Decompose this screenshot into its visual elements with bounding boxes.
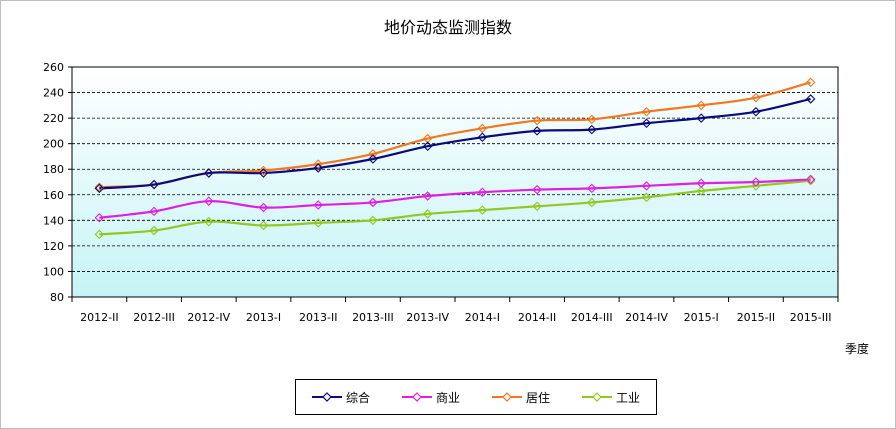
y-tick-label: 200 (43, 138, 64, 151)
data-point-工业 (368, 215, 378, 226)
data-point-商业 (477, 187, 488, 198)
legend-label: 商业 (435, 390, 460, 405)
data-point-工业 (696, 186, 706, 196)
data-point-综合 (805, 94, 816, 104)
legend-swatch-icon (401, 392, 432, 402)
data-point-工业 (805, 175, 816, 186)
legend-swatch-icon (311, 392, 342, 402)
data-point-居住 (587, 114, 597, 125)
data-point-工业 (149, 225, 159, 236)
x-tick-label: 2013-II (299, 311, 337, 324)
series-line-综合 (99, 97, 811, 190)
data-point-商业 (587, 183, 597, 194)
data-point-工业 (313, 218, 323, 228)
data-point-工业 (532, 201, 542, 212)
data-point-居住 (805, 77, 816, 88)
data-point-综合 (477, 132, 488, 143)
x-tick-label: 2013-I (246, 311, 281, 324)
x-tick-label: 2014-I (465, 311, 500, 324)
legend-item: 居住 (491, 389, 550, 406)
y-tick-label: 80 (50, 291, 64, 304)
data-point-综合 (696, 113, 706, 123)
data-point-商业 (313, 200, 323, 210)
legend-label: 居住 (525, 390, 550, 405)
data-point-综合 (532, 126, 542, 136)
y-tick-label: 260 (43, 61, 64, 74)
data-point-综合 (422, 141, 433, 152)
x-tick-label: 2014-IV (625, 311, 668, 324)
data-point-工业 (751, 181, 761, 191)
data-point-居住 (94, 182, 105, 192)
data-point-居住 (696, 100, 706, 111)
data-point-综合 (94, 183, 105, 194)
data-point-综合 (368, 154, 378, 164)
x-tick-label: 2013-IV (406, 311, 449, 324)
x-tick-label: 2015-II (737, 311, 775, 324)
data-point-居住 (258, 165, 269, 176)
y-tick-label: 100 (43, 265, 64, 278)
data-point-居住 (751, 92, 761, 103)
data-point-综合 (641, 118, 652, 129)
data-point-综合 (258, 168, 269, 178)
x-tick-label: 2012-II (80, 311, 118, 324)
data-point-居住 (313, 159, 323, 169)
data-point-工业 (94, 229, 105, 240)
data-point-居住 (641, 106, 652, 117)
x-tick-label: 2013-III (352, 311, 394, 324)
data-point-工业 (422, 209, 433, 219)
data-point-居住 (368, 149, 378, 159)
y-tick-label: 240 (43, 87, 64, 100)
data-point-综合 (149, 179, 159, 190)
data-point-工业 (477, 205, 488, 215)
data-point-工业 (204, 216, 214, 227)
x-tick-label: 2014-III (571, 311, 613, 324)
legend-item: 工业 (581, 389, 640, 406)
x-axis-title: 季度 (844, 342, 869, 356)
legend-label: 综合 (345, 390, 370, 405)
chart-title: 地价动态监测指数 (383, 18, 512, 37)
data-point-商业 (641, 181, 652, 191)
data-point-商业 (751, 177, 761, 187)
x-tick-label: 2012-IV (187, 311, 230, 324)
x-tick-label: 2015-III (790, 311, 832, 324)
legend-label: 工业 (615, 390, 640, 405)
data-point-商业 (696, 178, 706, 189)
data-point-商业 (422, 191, 433, 201)
legend: 综合 商业 居住 工业 (295, 379, 657, 415)
y-tick-label: 140 (43, 214, 64, 227)
data-point-商业 (258, 202, 269, 213)
y-tick-label: 160 (43, 189, 64, 202)
data-point-工业 (587, 197, 597, 208)
legend-item: 商业 (401, 389, 460, 406)
y-tick-label: 220 (43, 112, 64, 125)
x-tick-label: 2014-II (518, 311, 556, 324)
data-point-商业 (94, 212, 105, 223)
data-point-工业 (641, 192, 652, 203)
y-tick-label: 180 (43, 163, 64, 176)
data-point-商业 (805, 174, 816, 185)
data-point-商业 (149, 206, 159, 217)
legend-swatch-icon (581, 392, 612, 402)
data-point-商业 (532, 184, 542, 195)
data-point-居住 (477, 123, 488, 134)
data-point-商业 (204, 196, 214, 206)
x-tick-label: 2012-III (133, 311, 175, 324)
data-point-综合 (313, 163, 323, 173)
data-point-综合 (587, 124, 597, 135)
x-tick-label: 2015-I (684, 311, 719, 324)
data-point-综合 (204, 168, 214, 178)
data-point-居住 (532, 115, 542, 126)
legend-swatch-icon (491, 392, 522, 402)
data-point-工业 (258, 220, 269, 231)
legend-item: 综合 (311, 389, 370, 406)
data-point-综合 (751, 106, 761, 117)
y-tick-label: 120 (43, 240, 64, 253)
data-point-商业 (368, 197, 378, 208)
